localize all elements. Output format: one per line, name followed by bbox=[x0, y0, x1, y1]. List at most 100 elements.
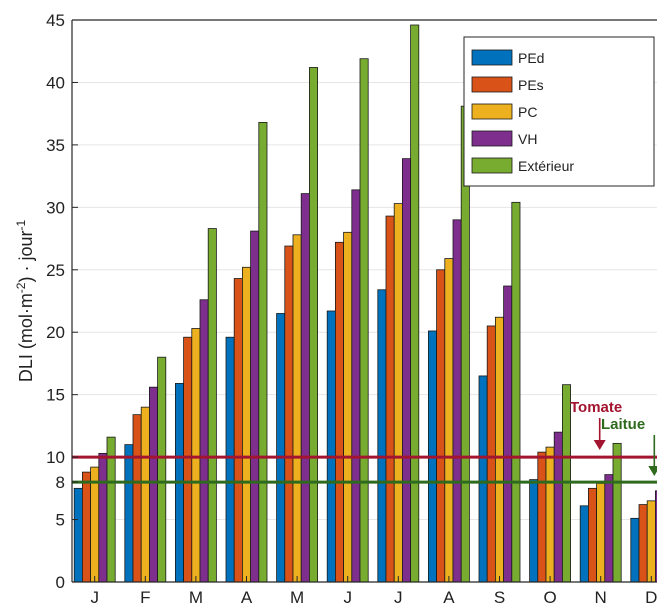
bar bbox=[596, 482, 606, 583]
legend-label: PC bbox=[518, 104, 537, 120]
bar bbox=[588, 487, 598, 583]
bar bbox=[284, 245, 294, 583]
x-tick-label: D bbox=[645, 588, 657, 607]
bar bbox=[401, 158, 411, 583]
bar bbox=[377, 289, 387, 583]
bar bbox=[359, 58, 369, 583]
y-axis-label-superscript: -2 bbox=[14, 282, 28, 293]
bar bbox=[225, 336, 235, 583]
x-tick-label: N bbox=[595, 588, 607, 607]
x-tick-label: A bbox=[443, 588, 455, 607]
bar bbox=[326, 310, 336, 583]
legend-swatch bbox=[471, 130, 513, 147]
bar bbox=[241, 266, 251, 583]
x-tick-label: O bbox=[543, 588, 556, 607]
bar bbox=[191, 328, 201, 583]
x-tick-label: F bbox=[140, 588, 150, 607]
bar bbox=[183, 336, 193, 583]
arrow-head bbox=[593, 440, 606, 450]
bar bbox=[199, 299, 209, 583]
bar bbox=[276, 313, 286, 583]
bar bbox=[148, 386, 158, 583]
bar bbox=[207, 228, 217, 583]
y-axis-label-part: DLI (mol·m bbox=[16, 293, 36, 382]
bar bbox=[98, 452, 108, 583]
bar bbox=[343, 231, 353, 583]
bar bbox=[511, 201, 521, 583]
bar bbox=[503, 285, 513, 583]
bar bbox=[73, 487, 83, 583]
legend-swatch bbox=[471, 157, 513, 174]
bar bbox=[393, 203, 403, 583]
legend-label: VH bbox=[518, 131, 537, 147]
x-tick-label: M bbox=[189, 588, 203, 607]
bar bbox=[140, 406, 150, 583]
y-tick-label: 8 bbox=[56, 473, 65, 492]
bar bbox=[106, 436, 116, 583]
bar bbox=[486, 325, 496, 583]
reference-line-label: Laitue bbox=[601, 416, 645, 433]
bar bbox=[529, 479, 539, 583]
bar bbox=[494, 316, 504, 583]
y-axis-label-part: ) · jour bbox=[16, 230, 36, 282]
y-tick-label: 0 bbox=[56, 573, 65, 592]
bar bbox=[444, 258, 454, 583]
bar bbox=[646, 500, 656, 583]
bar bbox=[351, 189, 361, 583]
bar bbox=[132, 414, 142, 583]
y-tick-label: 25 bbox=[46, 261, 65, 280]
bar bbox=[90, 466, 100, 583]
legend-label: PEs bbox=[518, 77, 544, 93]
legend: PEd PEs PC VH Extérieur bbox=[463, 36, 655, 187]
bar bbox=[630, 517, 640, 583]
bar bbox=[612, 442, 622, 583]
y-axis-label-superscript: -1 bbox=[14, 219, 28, 230]
y-tick-label: 40 bbox=[46, 73, 65, 92]
y-axis-label: DLI (mol·m-2) · jour-1 bbox=[14, 219, 36, 382]
bar bbox=[300, 193, 310, 583]
x-tick-label: J bbox=[394, 588, 403, 607]
bar bbox=[553, 431, 563, 583]
y-tick-label: 30 bbox=[46, 198, 65, 217]
bar bbox=[385, 215, 395, 583]
y-tick-label: 35 bbox=[46, 136, 65, 155]
arrow-head bbox=[648, 466, 657, 476]
bar bbox=[308, 67, 318, 583]
x-tick-label: J bbox=[343, 588, 352, 607]
bar bbox=[452, 219, 462, 583]
y-tick-label: 20 bbox=[46, 323, 65, 342]
bar bbox=[157, 356, 167, 583]
bar bbox=[258, 122, 268, 583]
y-tick-label: 10 bbox=[46, 448, 65, 467]
bar bbox=[124, 444, 134, 583]
bar bbox=[638, 504, 648, 583]
axes-group: 0 5 8 10 15 20 25 30 35 40 45 J F M A M J J A S O N D DLI (mol·… bbox=[14, 11, 657, 607]
bar bbox=[579, 505, 589, 583]
x-tick-label: A bbox=[241, 588, 253, 607]
y-tick-label: 5 bbox=[56, 511, 65, 530]
legend-swatch bbox=[471, 103, 513, 120]
bar bbox=[334, 241, 344, 583]
x-tick-label: J bbox=[90, 588, 99, 607]
legend-swatch bbox=[471, 49, 513, 66]
legend-label: Extérieur bbox=[518, 158, 574, 174]
legend-label: PEd bbox=[518, 50, 544, 66]
bar bbox=[655, 490, 657, 583]
x-tick-label: M bbox=[290, 588, 304, 607]
y-tick-label: 45 bbox=[46, 11, 65, 30]
bar bbox=[545, 446, 555, 583]
y-tick-label: 15 bbox=[46, 386, 65, 405]
bar bbox=[537, 451, 547, 583]
bar bbox=[250, 230, 260, 583]
x-tick-label: S bbox=[494, 588, 505, 607]
bar bbox=[478, 375, 488, 583]
bar bbox=[82, 471, 92, 583]
bar bbox=[292, 234, 302, 583]
reference-line-label: Tomate bbox=[570, 399, 622, 416]
bar bbox=[436, 269, 446, 583]
legend-swatch bbox=[471, 76, 513, 93]
bar bbox=[233, 278, 243, 583]
